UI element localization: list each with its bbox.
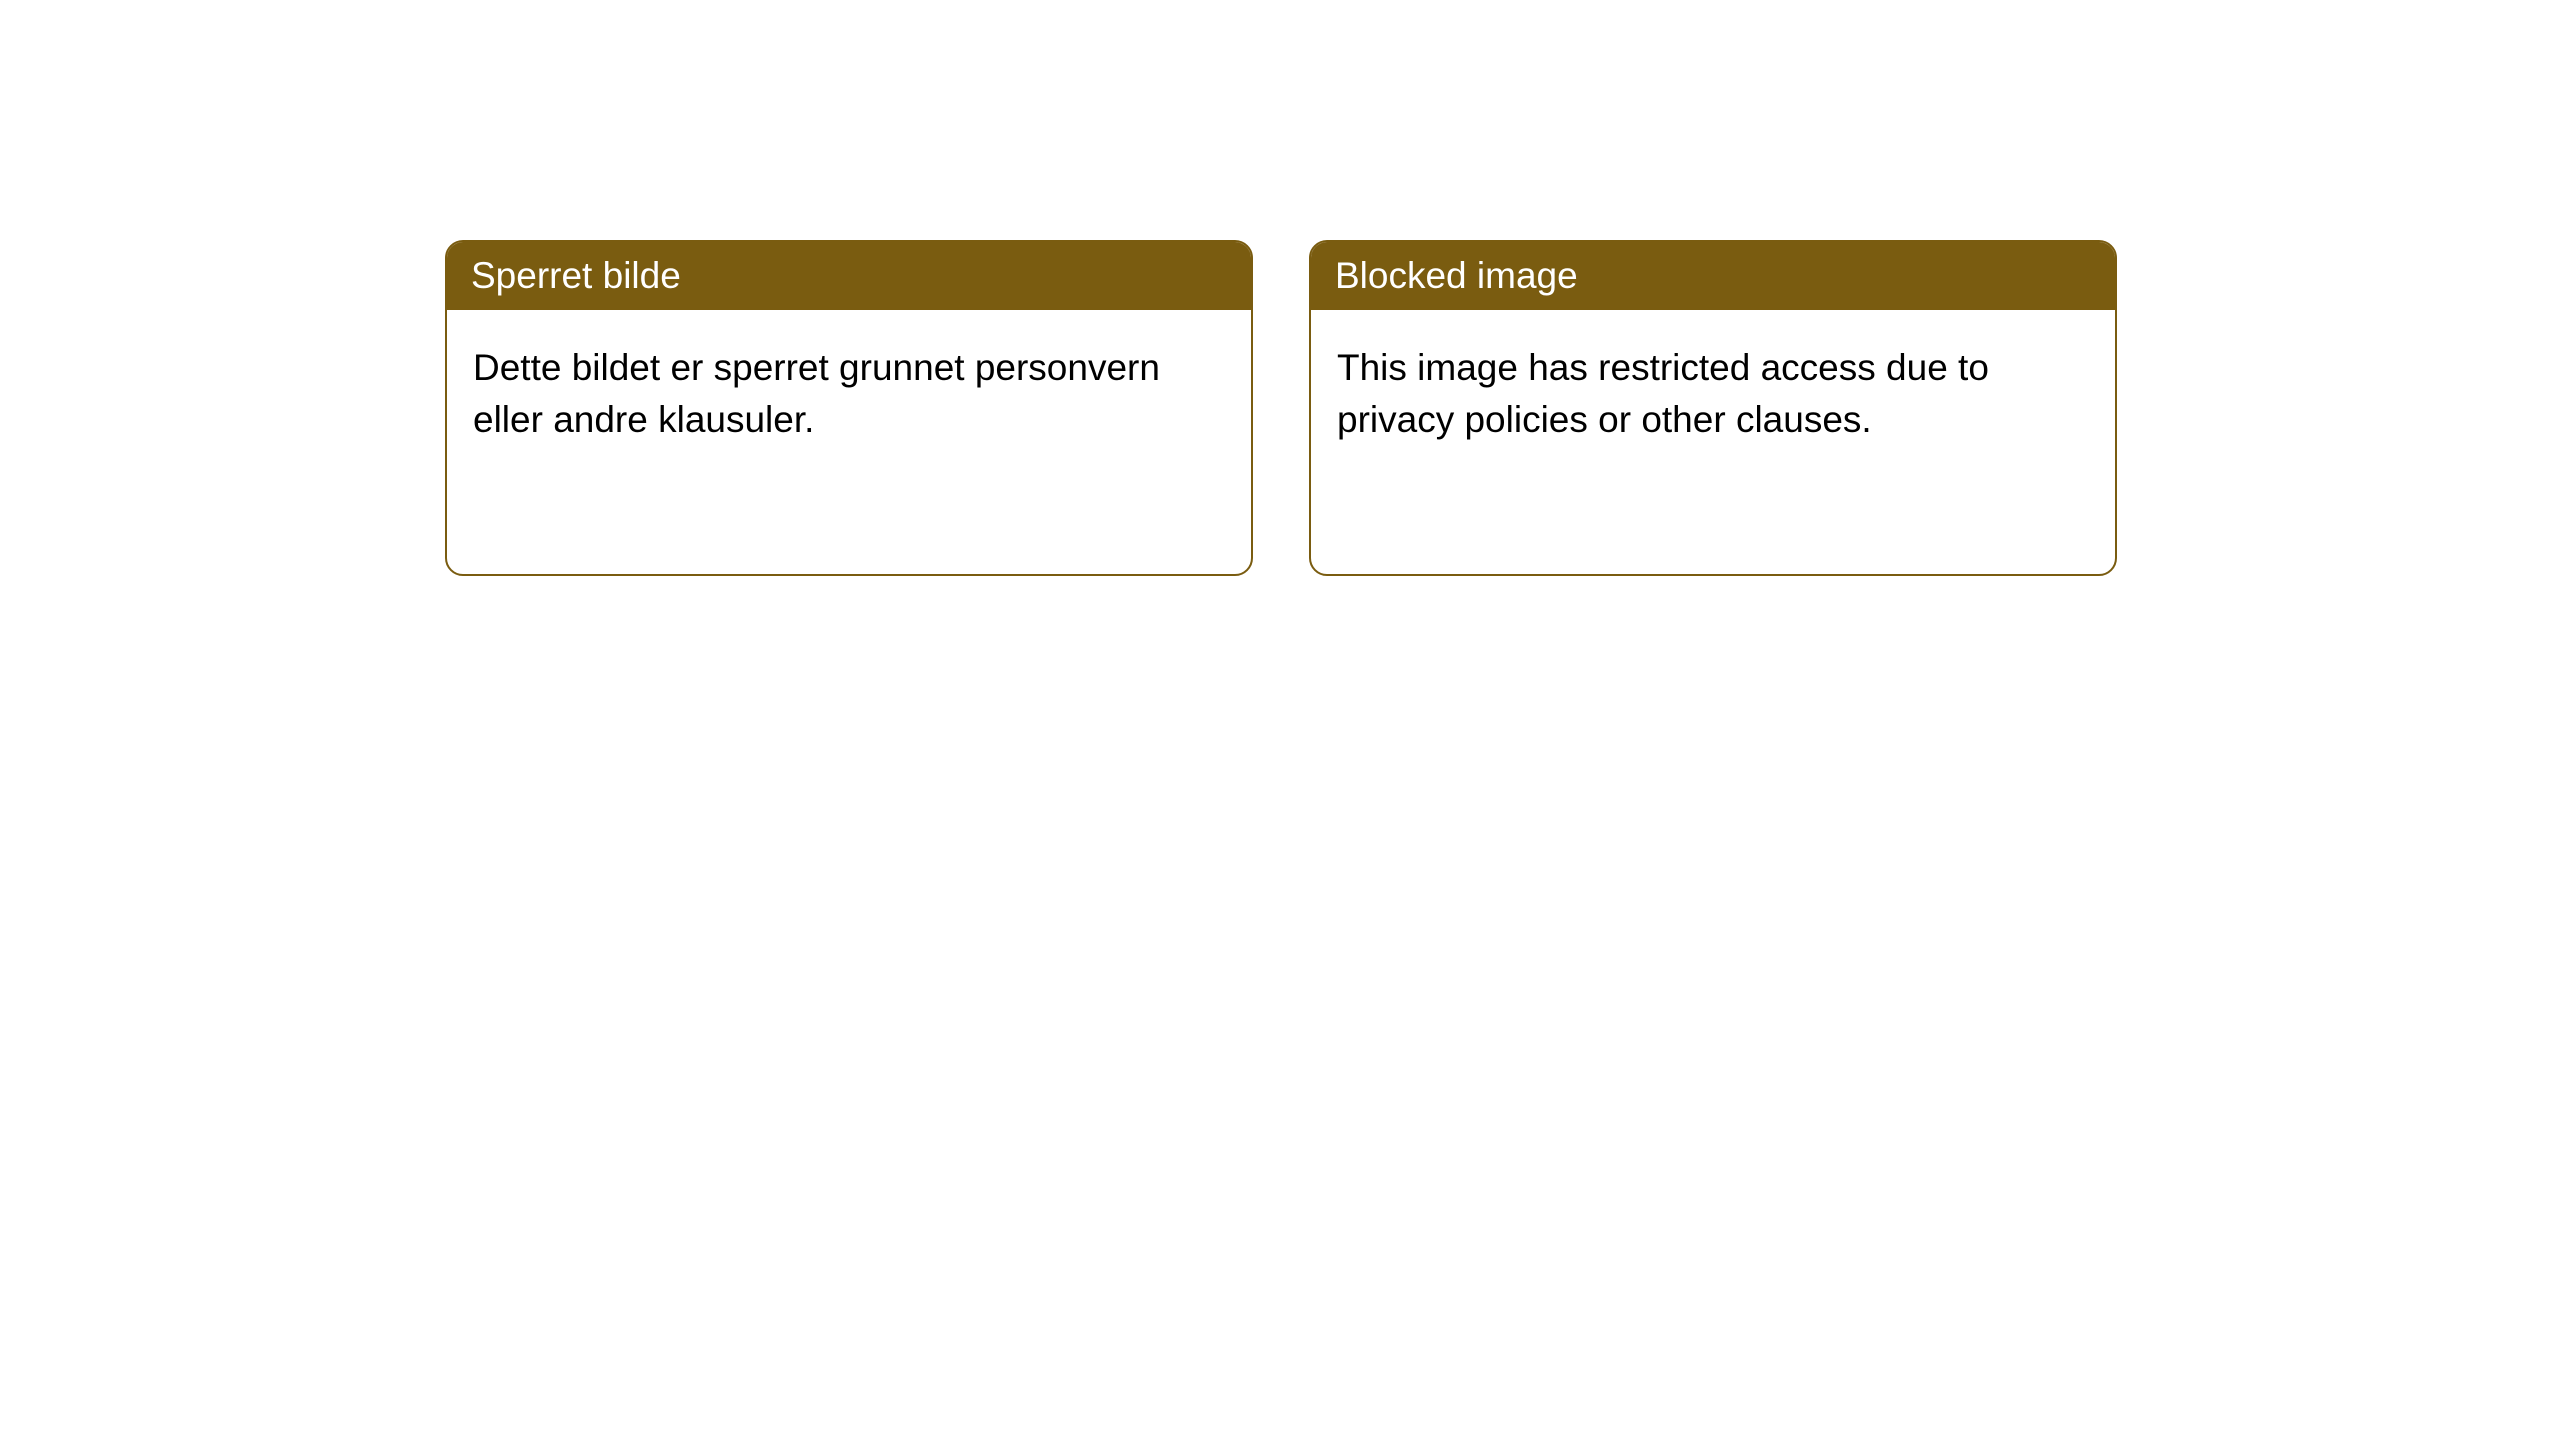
notice-body-text: Dette bildet er sperret grunnet personve… xyxy=(473,347,1160,440)
notice-body: This image has restricted access due to … xyxy=(1311,310,2115,478)
notice-title: Sperret bilde xyxy=(471,255,681,296)
notice-header: Sperret bilde xyxy=(447,242,1251,310)
notice-card-norwegian: Sperret bilde Dette bildet er sperret gr… xyxy=(445,240,1253,576)
notice-body-text: This image has restricted access due to … xyxy=(1337,347,1989,440)
notice-card-english: Blocked image This image has restricted … xyxy=(1309,240,2117,576)
notice-title: Blocked image xyxy=(1335,255,1578,296)
notice-body: Dette bildet er sperret grunnet personve… xyxy=(447,310,1251,478)
notice-container: Sperret bilde Dette bildet er sperret gr… xyxy=(0,0,2560,576)
notice-header: Blocked image xyxy=(1311,242,2115,310)
